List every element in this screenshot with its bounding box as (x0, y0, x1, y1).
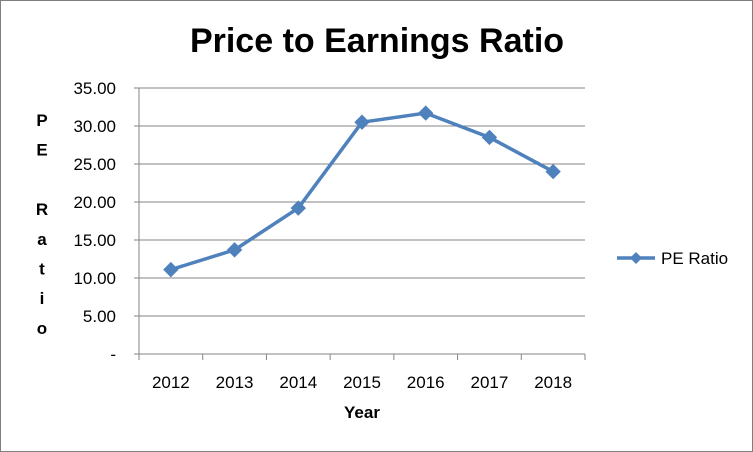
x-tick-label: 2016 (407, 373, 445, 392)
data-point-marker (290, 200, 306, 216)
y-axis-title: PE Ratio (36, 111, 48, 338)
data-point-marker (481, 129, 498, 146)
data-point-marker (545, 163, 561, 180)
x-axis-title: Year (344, 403, 380, 422)
y-tick-label: 20.00 (73, 193, 116, 212)
axes (134, 87, 586, 360)
x-tick-label: 2013 (216, 373, 254, 392)
data-point-marker (226, 242, 243, 258)
y-axis-title-char: P (36, 111, 47, 130)
y-axis-title-char: o (37, 319, 47, 338)
y-tick-label: 5.00 (83, 307, 116, 326)
y-tick-label: 15.00 (73, 231, 116, 250)
y-tick-label: 25.00 (73, 155, 116, 174)
x-tick-label: 2012 (152, 373, 190, 392)
y-axis-title-char: E (36, 141, 47, 160)
data-point-marker (418, 105, 434, 121)
chart-title: Price to Earnings Ratio (190, 22, 564, 60)
y-tick-label: 10.00 (73, 269, 116, 288)
legend-marker (630, 252, 642, 264)
data-point-marker (354, 114, 370, 130)
y-axis-title-char: t (39, 260, 45, 279)
y-axis-title-char: a (37, 230, 47, 249)
y-tick-label: 35.00 (73, 79, 116, 98)
x-tick-label: 2014 (279, 373, 317, 392)
y-axis-title-char: R (36, 200, 48, 219)
x-tick-label: 2017 (471, 373, 509, 392)
y-tick-label: 30.00 (73, 117, 116, 136)
data-point-marker (163, 261, 179, 278)
legend-label: PE Ratio (661, 249, 728, 268)
x-tick-label: 2015 (343, 373, 381, 392)
series-layer (163, 105, 561, 278)
x-tick-label: 2018 (534, 373, 572, 392)
legend: PE Ratio (617, 249, 728, 268)
x-tick-labels: 2012 2013 2014 2015 2016 2017 2018 (152, 373, 572, 392)
y-tick-label: - (110, 345, 116, 364)
y-tick-labels: - 5.00 10.00 15.00 20.00 25.00 30.00 35.00 (73, 79, 116, 364)
y-axis-title-char: i (40, 289, 45, 308)
